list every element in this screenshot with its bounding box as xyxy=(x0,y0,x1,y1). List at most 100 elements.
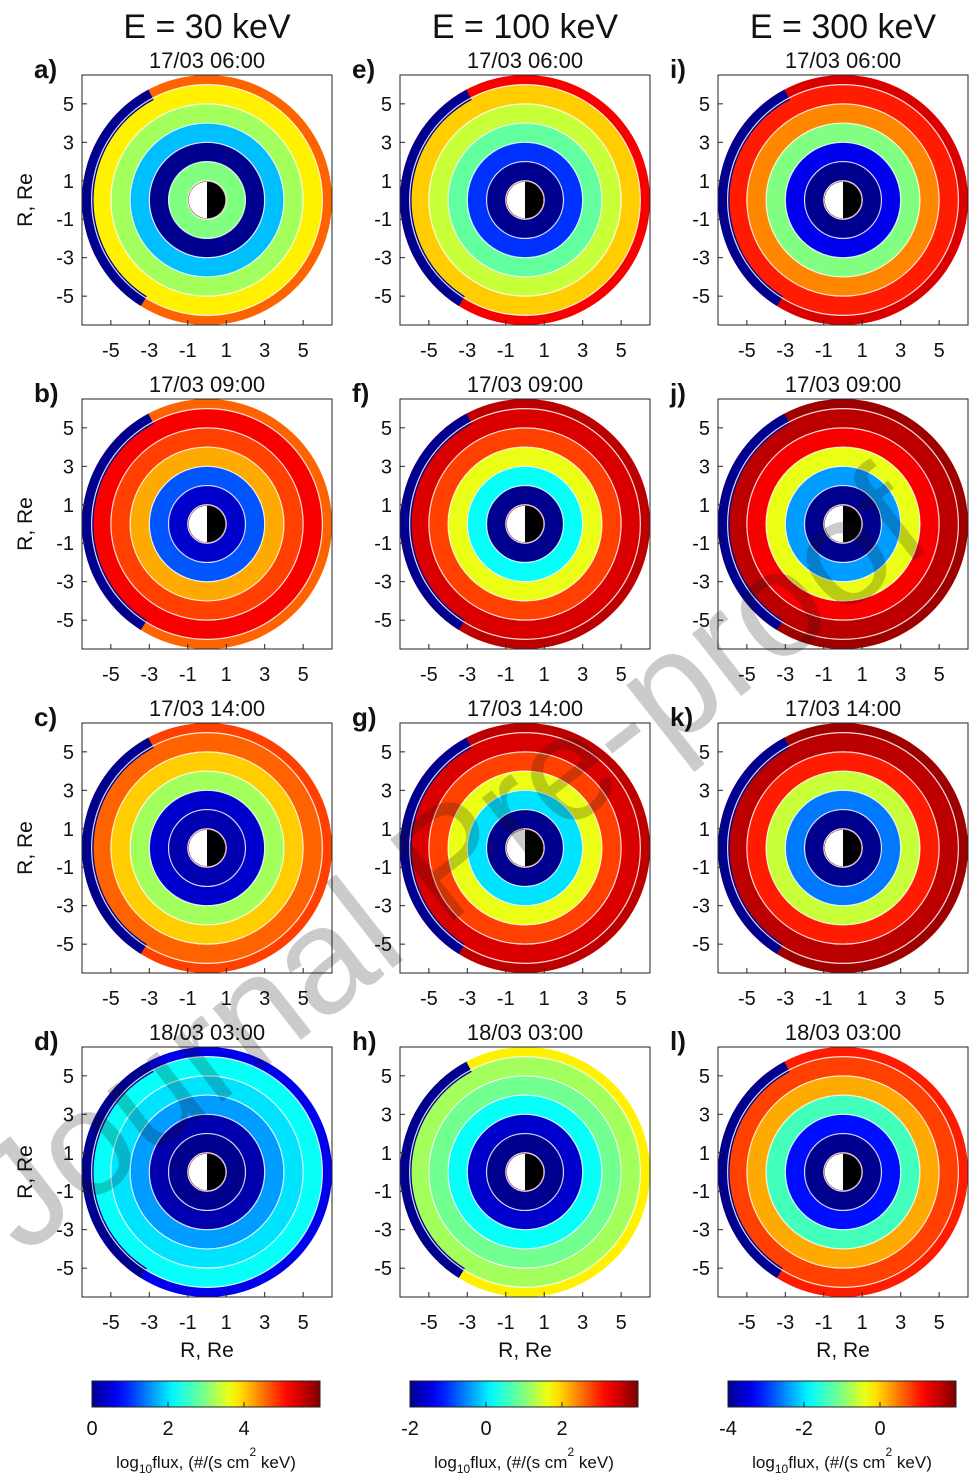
y-tick-label: 5 xyxy=(699,742,710,764)
flux-map xyxy=(82,75,332,325)
grid-circle xyxy=(505,180,545,220)
y-tick-label: 3 xyxy=(381,780,392,802)
x-tick-label: -3 xyxy=(458,340,476,362)
panel-time: 18/03 03:00 xyxy=(149,1020,265,1045)
y-tick-label: 1 xyxy=(63,171,74,193)
panel-time: 17/03 14:00 xyxy=(467,696,583,721)
x-axis-label: R, Re xyxy=(498,1339,552,1362)
earth-night-half xyxy=(207,829,226,867)
x-tick-label: 1 xyxy=(857,340,868,362)
y-tick-label: 3 xyxy=(381,132,392,154)
x-tick-label: -5 xyxy=(738,988,756,1010)
x-tick-label: -5 xyxy=(738,340,756,362)
x-tick-label: -1 xyxy=(179,1312,197,1334)
night-side-arc xyxy=(82,413,154,631)
colorbar-tick-label: 2 xyxy=(556,1418,567,1440)
x-tick-label: -5 xyxy=(738,1312,756,1334)
y-tick-label: -5 xyxy=(374,934,392,956)
axes-frame xyxy=(717,1046,969,1298)
y-tick-label: -5 xyxy=(692,610,710,632)
y-tick-label: -3 xyxy=(56,896,74,918)
y-tick-label: -3 xyxy=(56,248,74,270)
y-tick-label: 1 xyxy=(381,171,392,193)
x-tick-label: 1 xyxy=(221,664,232,686)
x-tick-label: 3 xyxy=(259,340,270,362)
x-tick-label: 1 xyxy=(221,1312,232,1334)
colorbar-tick-label: 0 xyxy=(874,1418,885,1440)
x-tick-label: 5 xyxy=(934,1312,945,1334)
grid-circle xyxy=(784,465,902,583)
x-tick-label: -5 xyxy=(102,1312,120,1334)
earth-night-half xyxy=(843,1153,862,1191)
column-title: E = 100 keV xyxy=(432,8,619,46)
x-tick-label: -3 xyxy=(776,340,794,362)
x-tick-label: 1 xyxy=(539,664,550,686)
y-tick-label: -3 xyxy=(374,1220,392,1242)
x-tick-label: -1 xyxy=(179,340,197,362)
panel-b: b) 17/03 09:00 5 3 1 -1 -3 -5 -5 -3 -1 1 3 5 R, Re xyxy=(14,372,333,686)
night-side-arc xyxy=(82,737,154,955)
panel-time: 17/03 14:00 xyxy=(785,696,901,721)
grid-circle xyxy=(148,1113,266,1231)
panel-a: a) 17/03 06:00 5 3 1 -1 -3 -5 -5 -3 -1 1 3 5 R, Re xyxy=(14,48,333,362)
y-tick-label: -3 xyxy=(692,896,710,918)
y-tick-label: -3 xyxy=(56,1220,74,1242)
panel-time: 18/03 03:00 xyxy=(785,1020,901,1045)
y-tick-label: -5 xyxy=(692,286,710,308)
colorbar-gradient xyxy=(727,1380,957,1408)
x-axis-label: R, Re xyxy=(816,1339,870,1362)
night-side-arc xyxy=(400,413,472,631)
colorbar-label-part: log xyxy=(116,1453,139,1472)
y-tick-label: -3 xyxy=(692,248,710,270)
earth-night-half xyxy=(843,829,862,867)
x-tick-label: 1 xyxy=(539,1312,550,1334)
colorbar-label-part: keV) xyxy=(256,1453,296,1472)
y-tick-label: -1 xyxy=(56,209,74,231)
y-tick-label: -1 xyxy=(374,857,392,879)
panel-time: 18/03 03:00 xyxy=(467,1020,583,1045)
flux-map xyxy=(82,723,332,973)
grid-circle xyxy=(803,484,883,564)
x-tick-label: -1 xyxy=(497,988,515,1010)
grid-circle xyxy=(784,789,902,907)
grid-circle xyxy=(746,1075,940,1269)
axes-frame xyxy=(81,722,333,974)
grid-circle xyxy=(823,504,863,544)
x-tick-label: -1 xyxy=(815,988,833,1010)
x-tick-label: 3 xyxy=(259,1312,270,1334)
x-tick-label: -5 xyxy=(420,664,438,686)
grid-circle xyxy=(803,808,883,888)
grid-circle xyxy=(91,732,323,964)
grid-circle xyxy=(505,1152,545,1192)
colorbar-label-part: 10 xyxy=(139,1462,153,1476)
y-tick-label: -1 xyxy=(692,533,710,555)
colorbar-label-part: 2 xyxy=(249,1445,256,1459)
grid-circle xyxy=(187,504,227,544)
flux-map xyxy=(82,399,332,649)
y-tick-label: -5 xyxy=(374,286,392,308)
y-tick-label: 5 xyxy=(381,742,392,764)
grid-circle xyxy=(129,770,285,926)
grid-circle xyxy=(765,1094,921,1250)
flux-map xyxy=(718,75,968,325)
grid-circle xyxy=(727,84,959,316)
column-title: E = 300 keV xyxy=(750,8,937,46)
panel-letter: g) xyxy=(352,702,377,732)
night-side-arc xyxy=(82,1061,154,1279)
y-tick-label: -5 xyxy=(374,610,392,632)
y-tick-label: -1 xyxy=(56,857,74,879)
grid-circle xyxy=(485,484,565,564)
flux-map xyxy=(400,1047,650,1297)
flux-map xyxy=(718,723,968,973)
x-tick-label: 1 xyxy=(539,340,550,362)
y-tick-label: -5 xyxy=(374,1258,392,1280)
panel-time: 17/03 09:00 xyxy=(785,372,901,397)
panel-letter: i) xyxy=(670,54,686,84)
axes-frame xyxy=(81,398,333,650)
y-tick-label: -1 xyxy=(56,533,74,555)
grid-circle xyxy=(803,160,883,240)
grid-circle xyxy=(727,1056,959,1288)
night-side-arc xyxy=(718,413,790,631)
x-tick-label: -1 xyxy=(497,340,515,362)
